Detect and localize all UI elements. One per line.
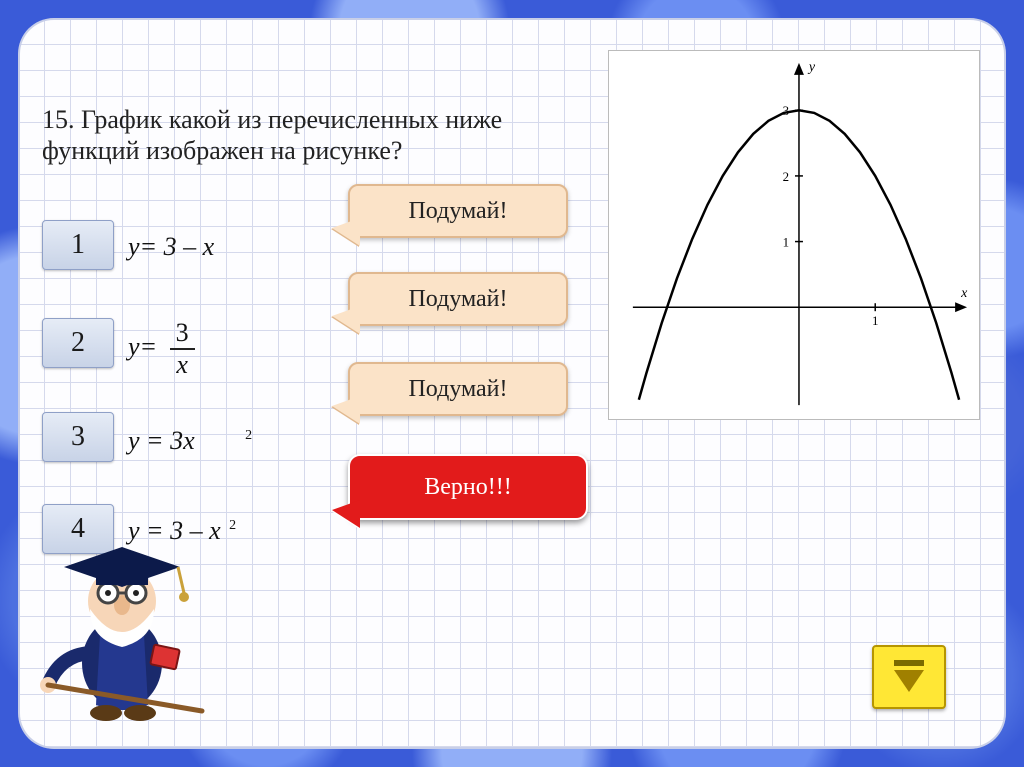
option-number: 2	[71, 327, 85, 359]
nav-bar-icon	[894, 660, 924, 666]
nav-triangle-icon	[894, 670, 924, 692]
fraction: 3 x	[170, 318, 195, 380]
formula-text: y=	[128, 332, 157, 361]
option-button-2[interactable]: 2	[42, 318, 114, 368]
formula-2: y= 3 x	[128, 318, 195, 380]
svg-text:1: 1	[872, 313, 878, 328]
formula-text: y= 3 – x	[128, 232, 214, 261]
grid-panel: 15. График какой из перечисленных ниже ф…	[18, 18, 1006, 749]
formula-text: y = 3x	[128, 426, 195, 455]
bubble-text: Подумай!	[408, 376, 507, 403]
fraction-denominator: x	[170, 350, 195, 380]
feedback-bubble-4-correct: Верно!!!	[348, 454, 588, 520]
option-button-1[interactable]: 1	[42, 220, 114, 270]
next-nav-button[interactable]	[872, 645, 946, 709]
parabola-graph: 1 2 3 1 x y	[608, 50, 980, 420]
bubble-tail-icon	[332, 218, 360, 246]
option-button-3[interactable]: 3	[42, 412, 114, 462]
bubble-text: Подумай!	[408, 286, 507, 313]
nav-icon	[888, 656, 930, 698]
bubble-text: Верно!!!	[424, 474, 511, 501]
svg-text:y: y	[807, 60, 816, 75]
formula-1: y= 3 – x	[128, 232, 214, 262]
bubble-tail-icon	[332, 500, 360, 528]
option-number: 1	[71, 229, 85, 261]
bubble-tail-icon	[332, 306, 360, 334]
bubble-text: Подумай!	[408, 198, 507, 225]
professor-cartoon-icon	[30, 535, 220, 725]
formula-3: y = 3x 2	[128, 426, 252, 456]
svg-text:x: x	[960, 286, 968, 301]
feedback-bubble-3: Подумай!	[348, 362, 568, 416]
svg-text:1: 1	[783, 235, 789, 250]
fraction-numerator: 3	[170, 318, 195, 350]
feedback-bubble-1: Подумай!	[348, 184, 568, 238]
question-text: 15. График какой из перечисленных ниже ф…	[42, 104, 572, 166]
slide-frame: 15. График какой из перечисленных ниже ф…	[0, 0, 1024, 767]
bubble-tail-icon	[332, 396, 360, 424]
graph-svg: 1 2 3 1 x y	[609, 51, 979, 419]
svg-text:2: 2	[783, 169, 789, 184]
option-number: 3	[71, 421, 85, 453]
exponent: 2	[229, 518, 236, 533]
exponent: 2	[245, 428, 252, 443]
content-area: 15. График какой из перечисленных ниже ф…	[18, 18, 1006, 749]
feedback-bubble-2: Подумай!	[348, 272, 568, 326]
svg-text:3: 3	[783, 103, 789, 118]
